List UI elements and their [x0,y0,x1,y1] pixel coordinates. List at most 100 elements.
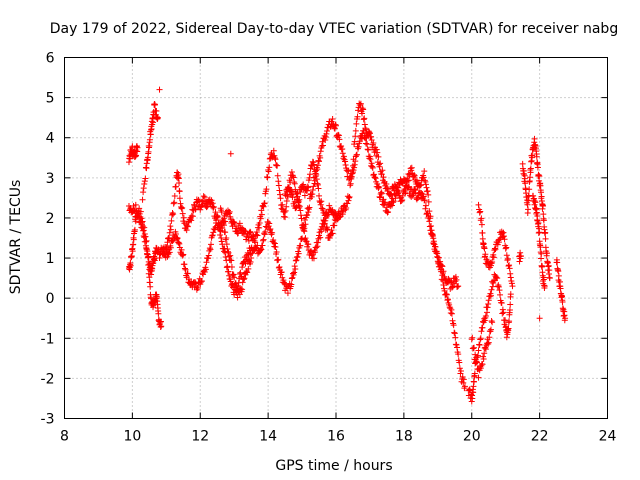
data-point [266,220,273,227]
data-point [360,106,367,113]
data-point [333,122,339,129]
data-point [427,213,434,220]
data-point [283,198,290,204]
data-point [426,208,433,215]
data-point [360,116,367,123]
data-point [292,205,299,212]
data-point [342,161,349,168]
data-point [484,304,491,311]
data-point [306,171,313,178]
data-point [270,239,277,246]
data-point [146,136,153,143]
data-point [181,261,188,268]
data-point [422,178,429,185]
data-point [313,176,320,183]
data-point [202,266,209,273]
data-point [138,221,145,228]
data-point [170,211,177,218]
data-point [506,265,513,272]
data-point [454,284,461,291]
data-point [368,160,375,167]
data-point [338,142,345,149]
data-point [456,365,463,372]
data-point [304,187,311,194]
y-tick-label: 5 [46,91,55,107]
data-point [224,248,231,255]
data-point [262,228,269,235]
data-point [288,275,295,282]
data-point [225,268,232,275]
x-tick-label: 8 [60,429,69,445]
data-point [449,317,456,324]
data-point [374,180,381,187]
data-point [439,272,446,279]
data-point [405,177,412,184]
data-point [429,231,436,238]
x-tick-label: 10 [123,429,141,445]
data-point [423,184,430,191]
data-point [260,203,267,210]
plot-frame [64,57,608,419]
data-point [471,344,478,351]
data-point [130,241,137,248]
data-point [192,206,199,213]
x-tick-label: 24 [599,429,617,445]
data-point [241,275,248,282]
data-point [180,251,187,258]
data-point [278,269,285,276]
data-point [502,317,509,324]
data-point [348,173,355,180]
data-point [470,389,477,396]
data-point [326,235,333,242]
data-point [489,283,496,290]
data-point [530,192,537,199]
data-point [239,264,246,271]
data-point [136,214,143,221]
data-point [283,188,290,195]
data-point [507,301,514,308]
data-point [372,175,379,182]
data-point [292,265,299,272]
data-point [353,152,360,159]
data-point [353,151,360,158]
data-point [314,239,321,246]
data-point [509,283,516,290]
data-point [261,200,268,207]
data-point [128,252,135,259]
data-point [540,202,547,209]
data-point [253,228,260,235]
data-point [236,220,243,227]
data-point [536,173,543,180]
data-point [366,153,373,160]
data-point [140,185,147,192]
data-point [479,324,486,331]
data-point [555,272,562,279]
data-point [435,254,442,261]
data-point [499,306,506,313]
y-tick-label: 6 [46,51,55,67]
data-point [184,223,191,230]
data-point [482,346,489,353]
data-point [421,197,428,204]
data-point [339,145,346,152]
data-point [130,236,137,243]
data-point [198,278,205,285]
x-tick-label: 16 [327,429,345,445]
data-point [278,205,285,212]
data-point [347,182,354,189]
y-tick-label: 2 [46,211,55,227]
data-point [476,341,483,348]
data-point [176,188,183,195]
data-point [231,220,238,227]
data-point [295,197,302,204]
data-point [317,154,324,161]
data-point [507,291,514,298]
data-point [165,234,172,241]
data-point [479,230,486,237]
data-point [536,229,543,236]
data-points [125,86,569,405]
data-point [529,152,536,159]
data-point [394,184,401,191]
data-point [203,259,210,266]
